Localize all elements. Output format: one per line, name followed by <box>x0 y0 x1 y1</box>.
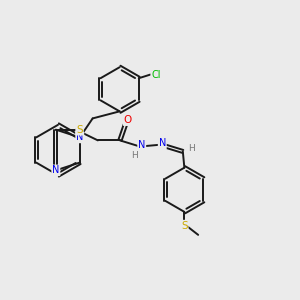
Text: Cl: Cl <box>151 70 161 80</box>
Text: H: H <box>131 151 138 160</box>
Text: N: N <box>138 140 146 150</box>
Text: O: O <box>124 115 132 125</box>
Text: S: S <box>76 125 83 135</box>
Text: N: N <box>52 165 59 175</box>
Text: N: N <box>159 139 166 148</box>
Text: S: S <box>181 221 188 231</box>
Text: H: H <box>188 144 195 153</box>
Text: N: N <box>76 132 83 142</box>
